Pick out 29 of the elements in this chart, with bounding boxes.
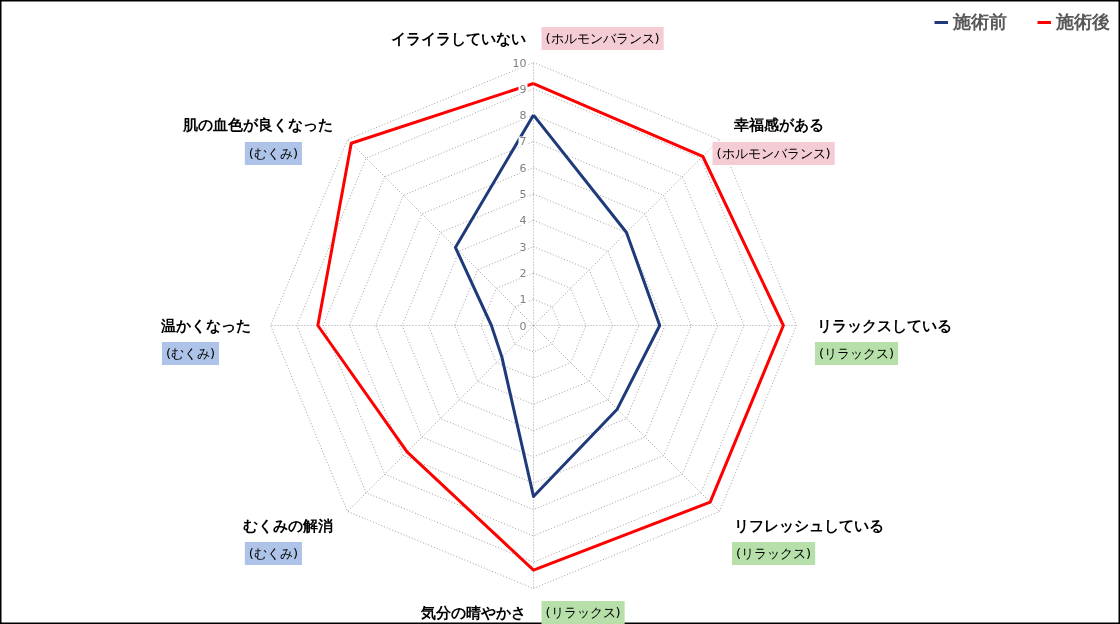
text: (リラックス) <box>818 346 895 361</box>
text: (むくみ) <box>165 346 216 361</box>
y-tick-label: 2 <box>519 266 527 280</box>
legend-label: 施術前 <box>953 10 1007 34</box>
text: (リラックス) <box>545 605 621 620</box>
y-tick-label: 3 <box>519 240 527 254</box>
spoke-label: むくみの解消 <box>243 516 334 535</box>
y-tick-label: 6 <box>519 161 527 175</box>
y-tick-label: 7 <box>519 135 527 149</box>
y-tick-label: 10 <box>512 56 527 70</box>
spoke-label: 幸福感がある <box>732 116 824 135</box>
y-tick-label: 8 <box>519 109 527 123</box>
y-tick-label: 5 <box>519 188 527 201</box>
legend-label: 施術後 <box>1056 10 1110 34</box>
y-tick-label: 4 <box>519 214 527 228</box>
spoke-label: イライラしていない <box>390 29 526 48</box>
y-tick-label: 0 <box>519 319 527 333</box>
text: (ホルモンバランス) <box>545 31 660 46</box>
text: (ホルモンバランス) <box>716 145 831 161</box>
spoke-label: 気分の晴やかさ <box>419 603 526 622</box>
spoke-label: リフレッシュしている <box>733 516 884 535</box>
spoke-label: 温かくなった <box>159 316 251 335</box>
spoke-label: リラックスしている <box>816 316 952 335</box>
text: (むくみ) <box>248 145 298 161</box>
text: (むくみ) <box>248 546 298 562</box>
y-tick-label: 1 <box>519 293 527 307</box>
y-tick-label: 9 <box>519 82 527 96</box>
spoke-label: 肌の血色が良くなった <box>182 116 334 135</box>
text: (リラックス) <box>736 546 812 562</box>
